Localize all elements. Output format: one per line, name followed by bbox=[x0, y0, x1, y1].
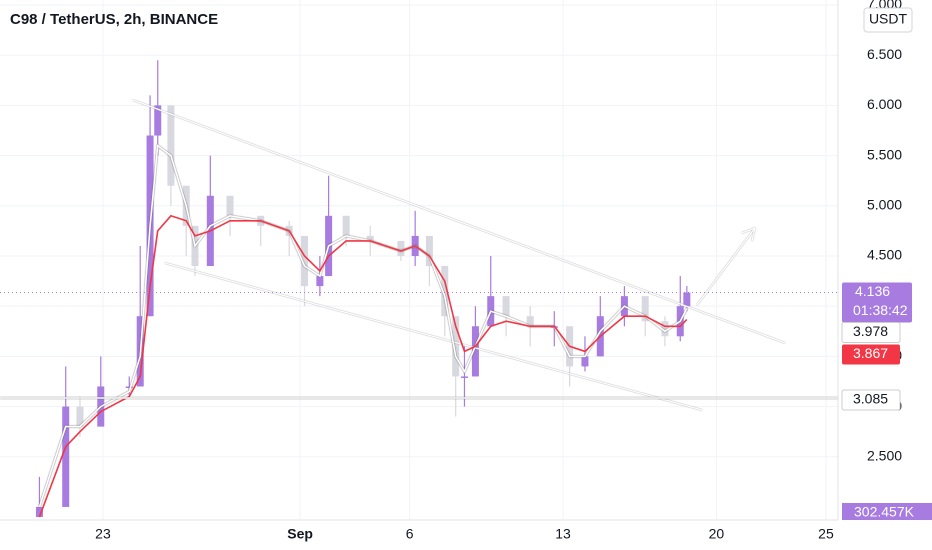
candle-body bbox=[342, 215, 350, 236]
candle-body bbox=[683, 292, 691, 307]
candle-body bbox=[452, 316, 460, 377]
candle-body bbox=[526, 316, 534, 327]
arrow bbox=[696, 227, 756, 306]
overlay bbox=[0, 144, 838, 518]
candle-body bbox=[425, 235, 433, 267]
drawings bbox=[132, 99, 786, 411]
candle-body bbox=[661, 321, 669, 337]
y-tick-label: 5.000 bbox=[867, 196, 902, 212]
candle-body bbox=[35, 506, 43, 517]
candle-body bbox=[226, 195, 234, 216]
trend-line bbox=[164, 262, 703, 411]
trend-line bbox=[132, 99, 786, 344]
candle-body bbox=[62, 406, 70, 507]
y-tick-label: 4.500 bbox=[867, 247, 902, 263]
candle-body bbox=[301, 235, 309, 287]
x-tick-label: 25 bbox=[818, 526, 834, 542]
last-price-label: 4.136 bbox=[855, 283, 890, 299]
y-tick-label: 5.500 bbox=[867, 146, 902, 162]
moving-average bbox=[38, 214, 688, 518]
last-price-box bbox=[842, 282, 912, 323]
x-tick-label: 20 bbox=[709, 526, 725, 542]
candle-body bbox=[581, 356, 589, 367]
x-tick-label: 13 bbox=[555, 526, 571, 542]
candle-body bbox=[441, 266, 449, 317]
candle-body bbox=[316, 276, 324, 287]
candle-body bbox=[154, 105, 162, 136]
level-label: 3.085 bbox=[853, 391, 888, 407]
slow-ma-label-box bbox=[842, 344, 900, 365]
candle-body bbox=[502, 296, 510, 317]
currency-box[interactable] bbox=[863, 7, 913, 33]
x-tick-label: Sep bbox=[287, 526, 313, 542]
y-tick-label: 7.000 bbox=[867, 0, 902, 12]
axes: 2.5003.0003.5004.0004.5005.0005.5006.000… bbox=[95, 0, 932, 542]
y-tick-label: 2.500 bbox=[867, 447, 902, 463]
candle-body bbox=[125, 386, 133, 388]
x-tick-label: 23 bbox=[95, 526, 111, 542]
level-label-box bbox=[841, 389, 901, 411]
fast-ma-label: 3.978 bbox=[853, 323, 888, 339]
candle-body bbox=[397, 240, 405, 256]
slow-ma-label: 3.867 bbox=[853, 345, 888, 361]
candle-body bbox=[76, 406, 84, 427]
y-tick-label: 6.500 bbox=[867, 46, 902, 62]
candle-body bbox=[167, 105, 175, 186]
currency-label[interactable]: USDT bbox=[869, 11, 908, 27]
candle-body bbox=[366, 235, 374, 241]
y-tick-label: 6.000 bbox=[867, 96, 902, 112]
fast-ma-label-box bbox=[841, 322, 901, 344]
countdown-label: 01:38:42 bbox=[853, 302, 908, 318]
x-tick-label: 6 bbox=[406, 526, 414, 542]
volume-box bbox=[842, 503, 932, 520]
volume-label: 302.457K bbox=[854, 504, 915, 520]
candle-body bbox=[471, 326, 479, 377]
candle-body bbox=[460, 376, 468, 378]
chart-title: C98 / TetherUS, 2h, BINANCE bbox=[10, 11, 218, 28]
candle-body bbox=[641, 296, 649, 322]
